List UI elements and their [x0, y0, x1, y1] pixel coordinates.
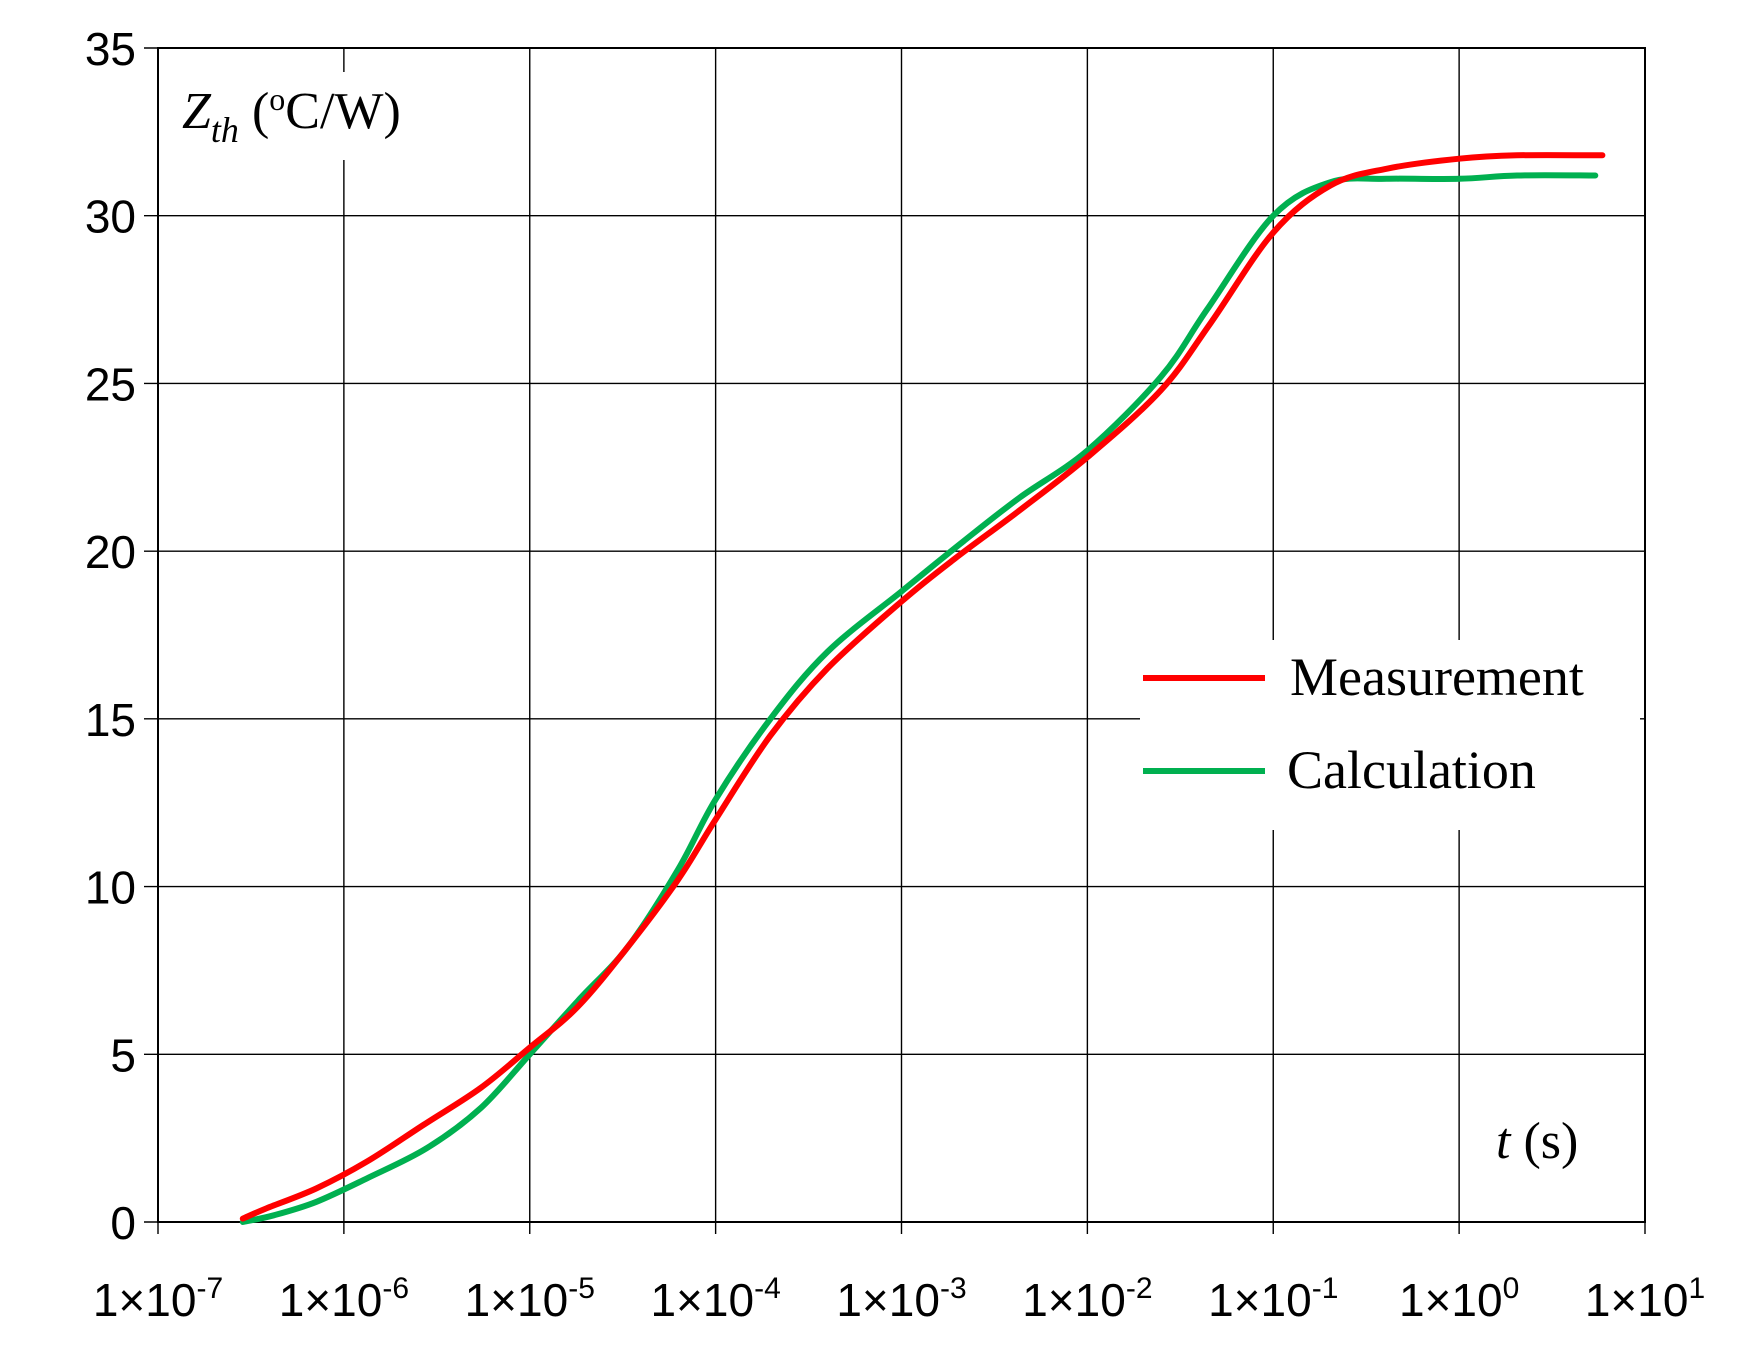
svg-text:Zth (oC/W): Zth (oC/W)	[182, 81, 401, 150]
y-tick-label: 15	[85, 694, 136, 746]
y-tick-label: 5	[110, 1029, 136, 1081]
y-tick-label: 35	[85, 23, 136, 75]
series-line-measurement	[239, 152, 1606, 1222]
x-tick-label: 1×10-2	[1022, 1272, 1152, 1326]
ylabel-unit-rest: C/W)	[285, 83, 401, 140]
x-axis-ticks: 1×10-7 1×10-6 1×10-5 1×10-4 1×10-3 1×10-2 1×10…	[93, 1272, 1705, 1326]
ylabel-unit-open: (	[239, 83, 269, 140]
y-axis-label: Zth (oC/W)	[176, 72, 466, 160]
x-tick-label: 1×10-7	[93, 1272, 223, 1326]
ylabel-main: Z	[182, 83, 212, 140]
legend-label-measurement: Measurement	[1290, 647, 1584, 707]
series-line-calculation	[239, 172, 1599, 1225]
x-tick-label: 1×101	[1585, 1272, 1705, 1326]
y-tick-label: 10	[85, 862, 136, 914]
x-tick-label: 1×10-4	[650, 1272, 780, 1326]
y-axis-ticks: 0 5 10 15 20 25 30 35	[85, 23, 136, 1249]
x-axis-label: t (s)	[1486, 1108, 1604, 1188]
ylabel-unit-sup: o	[269, 81, 285, 117]
x-tick-label: 1×10-5	[465, 1272, 595, 1326]
xlabel-var: t	[1496, 1113, 1512, 1170]
y-tick-label: 30	[85, 191, 136, 243]
series	[239, 152, 1606, 1225]
xlabel-unit: (s)	[1510, 1113, 1578, 1170]
svg-text:t (s): t (s)	[1496, 1113, 1578, 1170]
y-tick-label: 25	[85, 358, 136, 410]
legend-label-calculation: Calculation	[1287, 740, 1536, 800]
legend: Measurement Calculation	[1140, 640, 1640, 830]
y-tick-label: 20	[85, 526, 136, 578]
x-tick-label: 1×10-6	[279, 1272, 409, 1326]
plot-frame	[157, 47, 1646, 1223]
x-tick-label: 1×10-3	[836, 1272, 966, 1326]
ylabel-sub: th	[211, 110, 239, 150]
x-tick-label: 1×100	[1399, 1272, 1519, 1326]
x-tick-label: 1×10-1	[1208, 1272, 1338, 1326]
y-tick-label: 0	[110, 1197, 136, 1249]
